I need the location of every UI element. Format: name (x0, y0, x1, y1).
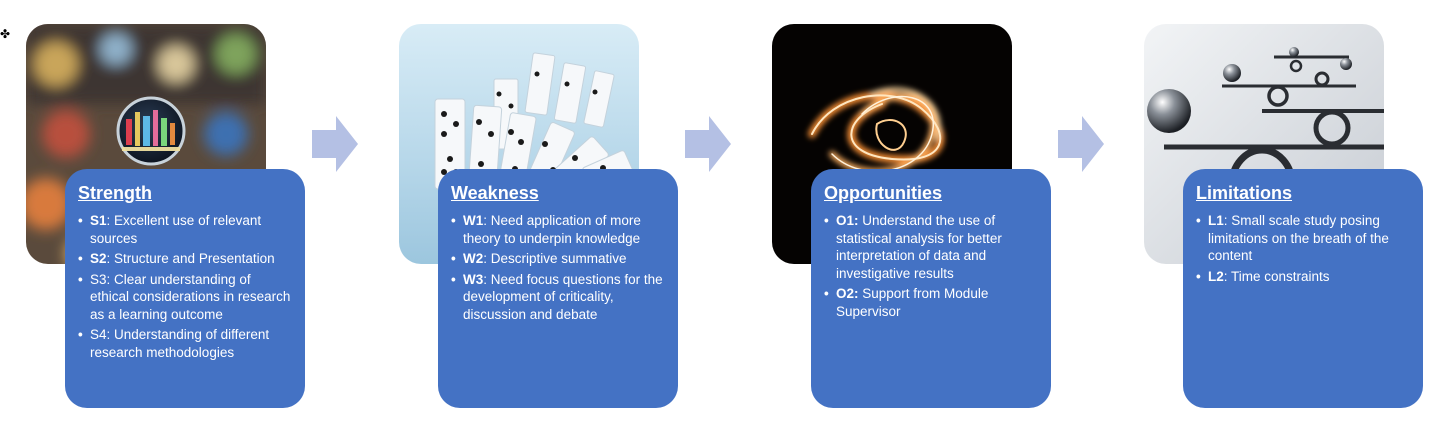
corner-glyph: ✤ (0, 27, 11, 41)
strength-card: Strength S1: Excellent use of relevant s… (65, 169, 305, 408)
opportunities-card: Opportunities O1: Understand the use of … (811, 169, 1051, 408)
weakness-title: Weakness (451, 183, 539, 203)
arrow-right-icon (312, 116, 358, 172)
arrow-right-icon (1058, 116, 1104, 172)
list-item: S2: Structure and Presentation (78, 250, 293, 268)
list-item: W1: Need application of more theory to u… (451, 212, 666, 247)
list-item: L2: Time constraints (1196, 268, 1411, 286)
list-item: S3: Clear understanding of ethical consi… (78, 271, 293, 324)
opportunities-title: Opportunities (824, 183, 942, 203)
opportunities-list: O1: Understand the use of statistical an… (824, 212, 1039, 320)
list-item: W3: Need focus questions for the develop… (451, 271, 666, 324)
list-item: S4: Understanding of different research … (78, 326, 293, 361)
arrow-right-icon (685, 116, 731, 172)
list-item: L1: Small scale study posing limitations… (1196, 212, 1411, 265)
weakness-list: W1: Need application of more theory to u… (451, 212, 666, 323)
weakness-card: Weakness W1: Need application of more th… (438, 169, 678, 408)
strength-list: S1: Excellent use of relevant sources S2… (78, 212, 293, 361)
limitations-card: Limitations L1: Small scale study posing… (1183, 169, 1423, 408)
list-item: O2: Support from Module Supervisor (824, 285, 1039, 320)
list-item: S1: Excellent use of relevant sources (78, 212, 293, 247)
list-item: W2: Descriptive summative (451, 250, 666, 268)
list-item: O1: Understand the use of statistical an… (824, 212, 1039, 282)
strength-title: Strength (78, 183, 152, 203)
limitations-title: Limitations (1196, 183, 1293, 203)
strength-image (26, 24, 266, 264)
city-lights-lens-icon (26, 24, 266, 264)
limitations-list: L1: Small scale study posing limitations… (1196, 212, 1411, 285)
